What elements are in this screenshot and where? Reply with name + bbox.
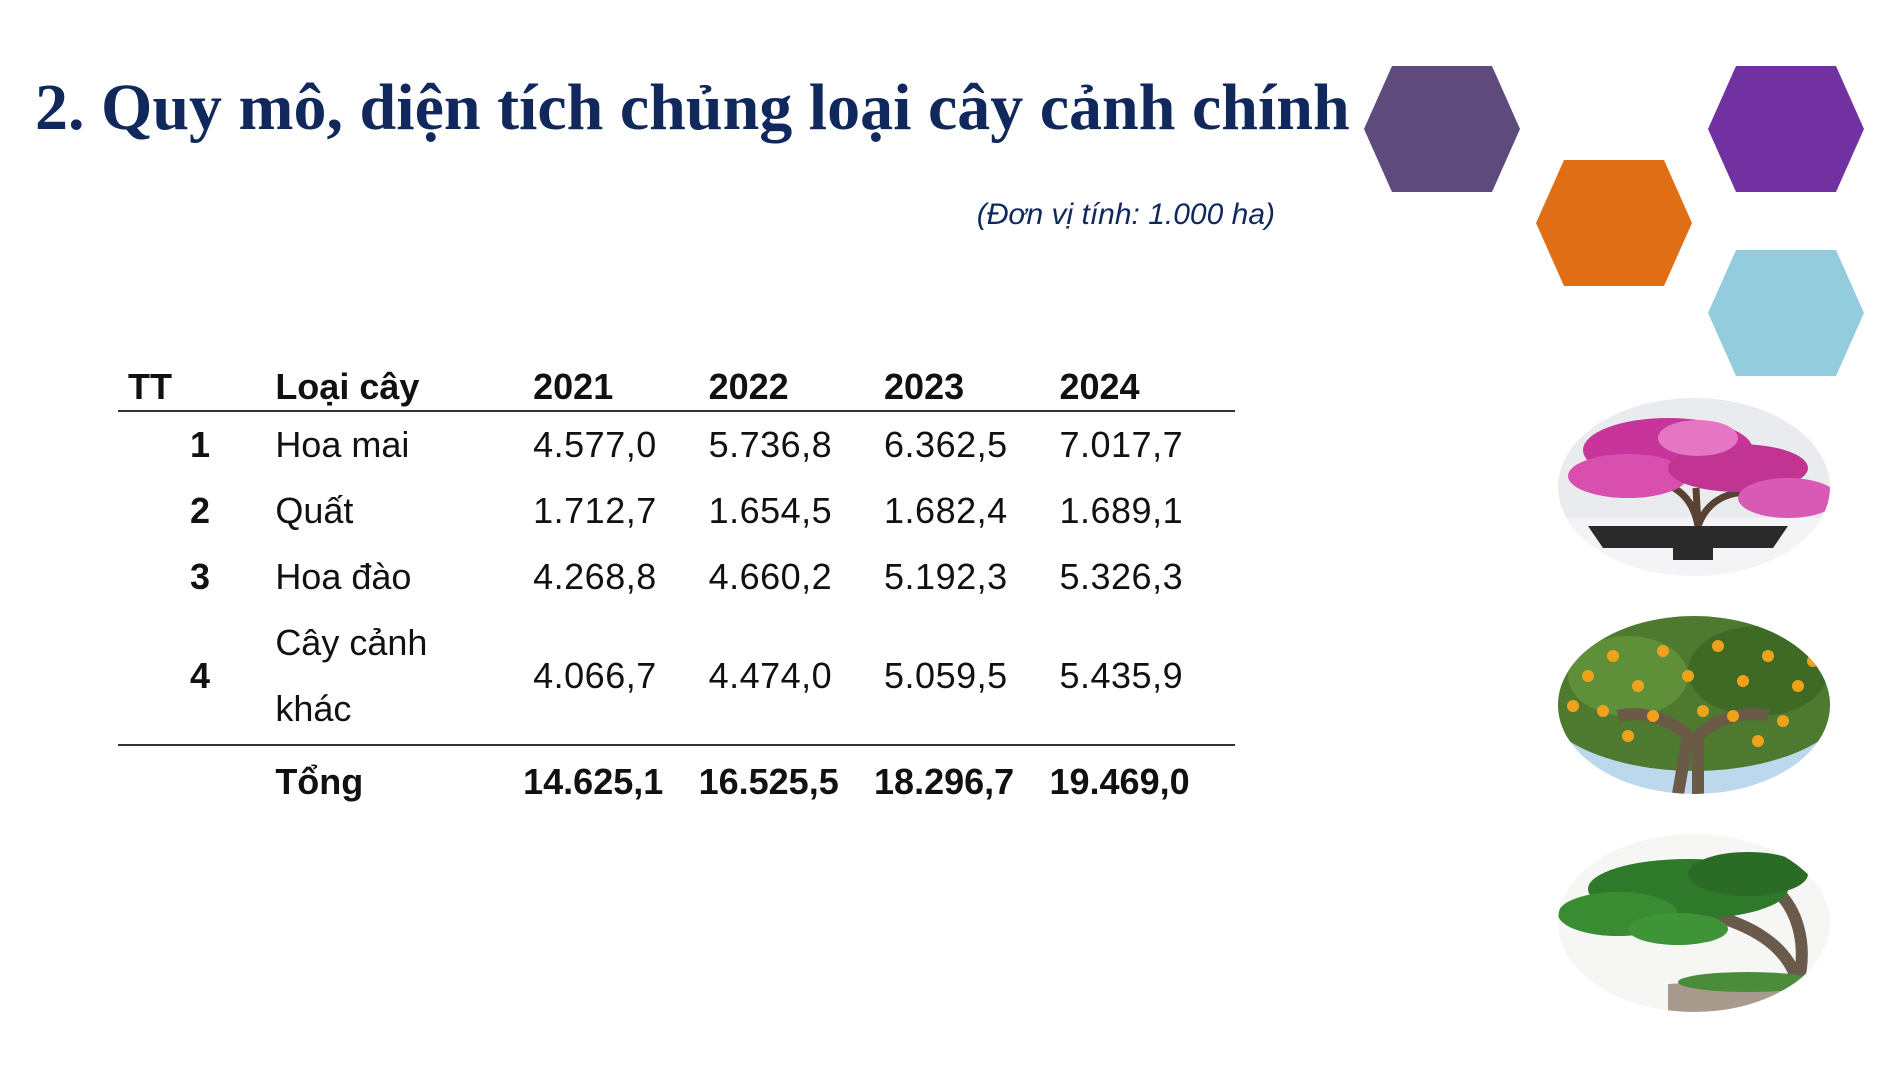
- row-value-2024: 5.435,9: [1059, 610, 1235, 746]
- row-type: Hoa mai: [275, 424, 410, 465]
- row-type: Hoa đào: [275, 556, 412, 597]
- table-row: 1 Hoa mai 4.577,0 5.736,8 6.362,5 7.017,…: [118, 411, 1235, 478]
- row-value-2022: 4.660,2: [708, 556, 833, 597]
- row-number: 4: [118, 610, 276, 746]
- row-type: Quất: [275, 490, 354, 531]
- row-number: 1: [190, 424, 211, 465]
- row-value-2022: 4.474,0: [708, 610, 885, 746]
- header-year-2021: 2021: [533, 365, 709, 412]
- pink-bonsai-illustration: [1558, 398, 1830, 576]
- total-value-2024: 19.469,0: [1049, 760, 1190, 802]
- hexagon-light-blue: [1708, 250, 1864, 376]
- hexagon-purple: [1708, 66, 1864, 192]
- kumquat-tree-image: [1558, 616, 1830, 794]
- header-year-2024: 2024: [1059, 365, 1235, 412]
- row-value-2021: 4.066,7: [533, 610, 709, 746]
- total-row: Tổng 14.625,1 16.525,5 18.296,7 19.469,0: [118, 745, 1235, 817]
- row-value-2024: 1.689,1: [1059, 490, 1184, 531]
- data-table: TT Loại cây 2021 2022 2023 2024 1 Hoa ma…: [118, 365, 1235, 817]
- row-number: 3: [190, 556, 211, 597]
- row-value-2021: 4.268,8: [533, 556, 657, 597]
- row-value-2021: 1.712,7: [533, 490, 657, 531]
- hexagon-shape: [1536, 160, 1692, 286]
- total-value-2022: 16.525,5: [698, 760, 839, 802]
- row-value-2021: 4.577,0: [533, 424, 657, 465]
- hexagon-orange: [1536, 160, 1692, 286]
- header-year-2023: 2023: [884, 365, 1060, 412]
- total-label: Tổng: [275, 760, 364, 802]
- hexagon-dark-purple: [1364, 66, 1520, 192]
- row-type: Cây cảnh khác: [275, 610, 534, 746]
- total-spacer: [118, 745, 275, 817]
- row-value-2024: 5.326,3: [1059, 556, 1184, 597]
- hexagon-shape: [1708, 66, 1864, 192]
- table-header-row: TT Loại cây 2021 2022 2023 2024: [118, 365, 1235, 412]
- pink-flowering-bonsai-image: [1558, 398, 1830, 576]
- pine-bonsai-image: [1558, 834, 1830, 1012]
- kumquat-illustration: [1558, 616, 1830, 794]
- hexagon-shape: [1708, 250, 1864, 376]
- row-value-2024: 7.017,7: [1059, 424, 1184, 465]
- row-type-line-2: khác: [275, 688, 352, 729]
- row-number: 2: [190, 490, 211, 531]
- row-value-2023: 6.362,5: [884, 424, 1008, 465]
- row-value-2022: 5.736,8: [708, 424, 833, 465]
- unit-note: (Đơn vị tính: 1.000 ha): [976, 198, 1275, 231]
- table-row: 4 Cây cảnh khác 4.066,7 4.474,0 5.059,5 5…: [118, 610, 1235, 746]
- header-year-2022: 2022: [708, 365, 885, 412]
- total-value-2023: 18.296,7: [874, 760, 1015, 802]
- row-type-line-1: Cây cảnh: [275, 622, 428, 663]
- hexagon-shape: [1364, 66, 1520, 192]
- row-value-2023: 5.192,3: [884, 556, 1008, 597]
- row-value-2022: 1.654,5: [708, 490, 833, 531]
- row-value-2023: 5.059,5: [884, 610, 1060, 746]
- row-value-2023: 1.682,4: [884, 490, 1008, 531]
- pine-bonsai-illustration: [1558, 834, 1830, 1012]
- table-row: 3 Hoa đào 4.268,8 4.660,2 5.192,3 5.326,…: [118, 544, 1235, 610]
- table-row: 2 Quất 1.712,7 1.654,5 1.682,4 1.689,1: [118, 478, 1235, 544]
- total-value-2021: 14.625,1: [523, 760, 664, 802]
- header-tt: TT: [118, 365, 276, 412]
- header-type: Loại cây: [275, 365, 534, 412]
- slide-title: 2. Quy mô, diện tích chủng loại cây cảnh…: [35, 71, 1350, 144]
